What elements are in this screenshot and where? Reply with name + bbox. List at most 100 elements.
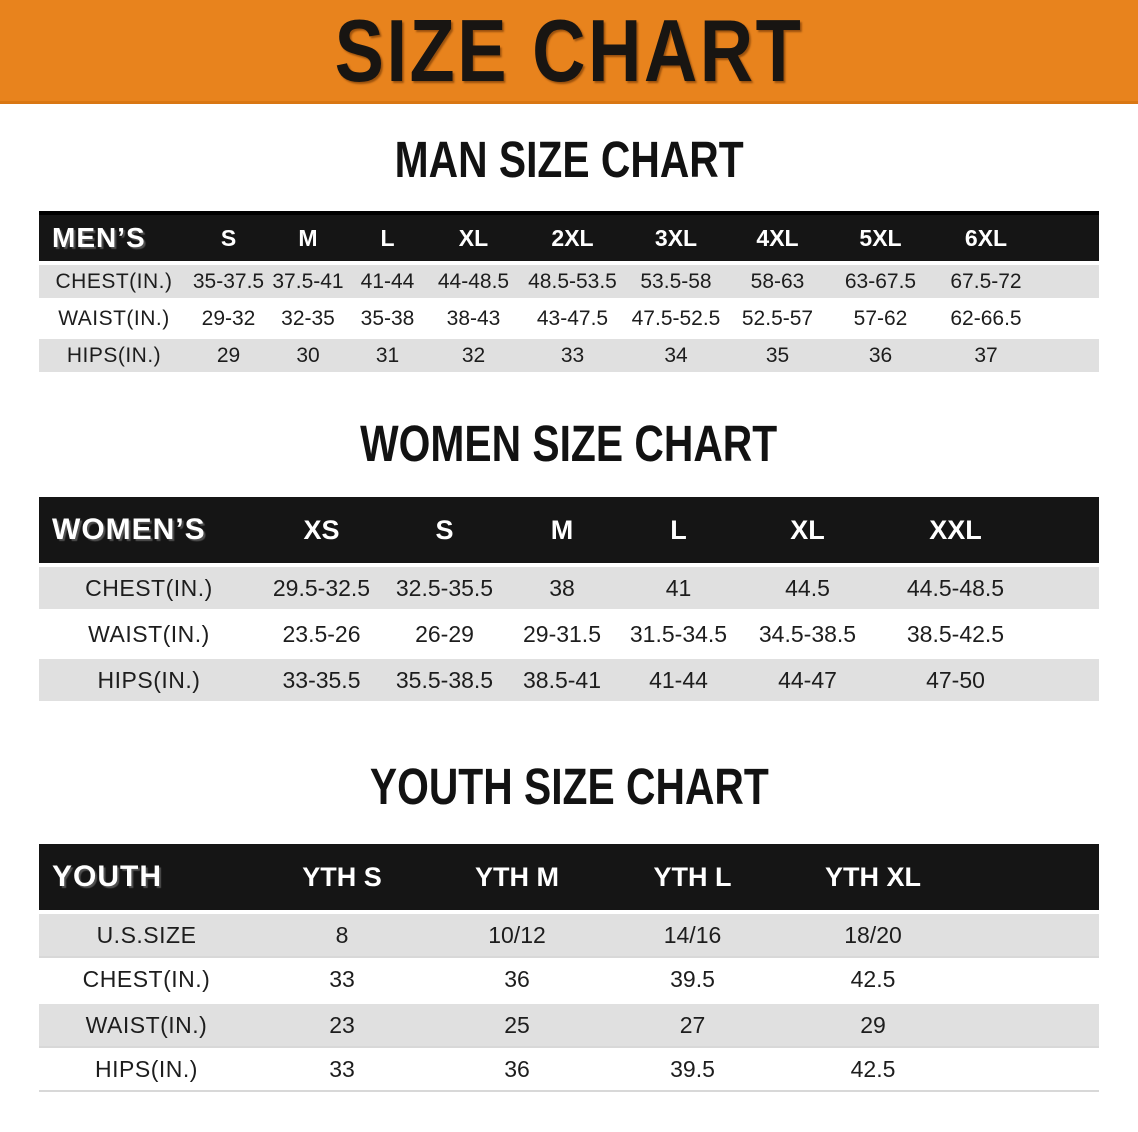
measurement-value: 36 [430,1046,604,1091]
measurement-value: 41-44 [619,655,738,701]
group-label: YOUTH [39,844,254,912]
size-column-header: YTH XL [781,844,965,912]
measurement-value: 33 [520,335,625,372]
measurement-value: 29-31.5 [505,609,619,657]
size-column-header: L [348,213,427,263]
measurement-label: CHEST(IN.) [39,261,189,300]
measurement-value: 23 [254,1000,430,1047]
measurement-value: 8 [254,910,430,957]
table-row: HIPS(IN.) 33 36 39.5 42.5 [39,1046,1099,1091]
measurement-value: 41-44 [348,261,427,300]
size-column-header [965,844,1099,912]
measurement-value: 35-37.5 [189,261,268,300]
measurement-value: 10/12 [430,910,604,957]
measurement-value: 32 [427,335,520,372]
disclaimer-line-1: Please refer to our size chart before or… [40,1122,1060,1132]
table-row: HIPS(IN.) 29 30 31 32 33 34 35 36 37 [39,335,1099,372]
size-column-header: XL [738,497,877,565]
size-column-header: 3XL [625,213,727,263]
men-section-title: MAN SIZE CHART [0,130,1138,189]
measurement-value: 33 [254,1046,430,1091]
measurement-value: 52.5-57 [727,298,828,337]
measurement-value: 42.5 [781,956,965,1002]
size-column-header: S [384,497,505,565]
banner-title: SIZE CHART [334,0,804,100]
measurement-value: 31 [348,335,427,372]
measurement-label: U.S.SIZE [39,910,254,957]
measurement-value: 35-38 [348,298,427,337]
measurement-value: 35 [727,335,828,372]
measurement-value: 57-62 [828,298,933,337]
size-column-header: M [268,213,348,263]
measurement-value: 44-47 [738,655,877,701]
measurement-label: HIPS(IN.) [39,655,259,701]
measurement-value: 42.5 [781,1046,965,1091]
size-column-header [1039,213,1099,263]
measurement-value: 30 [268,335,348,372]
size-chart-banner: SIZE CHART [0,0,1138,104]
table-row: WAIST(IN.) 23 25 27 29 [39,1000,1099,1047]
group-label: WOMEN’S [39,497,259,565]
header-row: MEN’S S M L XL 2XL 3XL 4XL 5XL 6XL [39,213,1099,263]
measurement-value: 53.5-58 [625,261,727,300]
measurement-value [1039,335,1099,372]
measurement-value: 38.5-41 [505,655,619,701]
measurement-value: 37.5-41 [268,261,348,300]
measurement-value: 29.5-32.5 [259,563,384,611]
measurement-value [965,956,1099,1002]
men-size-table: MEN’S S M L XL 2XL 3XL 4XL 5XL 6XL CHEST(IN.) 35-37… [39,211,1099,372]
measurement-value: 44-48.5 [427,261,520,300]
measurement-value: 44.5-48.5 [877,563,1034,611]
measurement-label: CHEST(IN.) [39,563,259,611]
table-row: CHEST(IN.) 33 36 39.5 42.5 [39,956,1099,1002]
measurement-value: 35.5-38.5 [384,655,505,701]
measurement-value: 48.5-53.5 [520,261,625,300]
measurement-value: 36 [828,335,933,372]
measurement-value: 58-63 [727,261,828,300]
measurement-value: 18/20 [781,910,965,957]
measurement-value [965,910,1099,957]
size-column-header: XL [427,213,520,263]
measurement-value [1034,609,1099,657]
size-column-header: 5XL [828,213,933,263]
measurement-value [1034,563,1099,611]
measurement-value: 41 [619,563,738,611]
measurement-value [1034,655,1099,701]
measurement-label: WAIST(IN.) [39,609,259,657]
size-column-header [1034,497,1099,565]
measurement-value: 23.5-26 [259,609,384,657]
women-section-title-text: WOMEN SIZE CHART [360,415,778,472]
measurement-value: 29 [781,1000,965,1047]
measurement-value [1039,298,1099,337]
measurement-value: 27 [604,1000,781,1047]
measurement-value: 31.5-34.5 [619,609,738,657]
table-row: HIPS(IN.) 33-35.5 35.5-38.5 38.5-41 41-44 44-… [39,655,1099,701]
table-row: WAIST(IN.) 23.5-26 26-29 29-31.5 31.5-34.5 34… [39,609,1099,657]
measurement-value: 32-35 [268,298,348,337]
table-row: CHEST(IN.) 35-37.5 37.5-41 41-44 44-48.5 48.5… [39,261,1099,300]
measurement-value: 47.5-52.5 [625,298,727,337]
measurement-value: 26-29 [384,609,505,657]
size-column-header: S [189,213,268,263]
youth-size-table: YOUTH YTH S YTH M YTH L YTH XL U.S.SIZE 8 10/12… [39,844,1099,1092]
size-column-header: 6XL [933,213,1039,263]
measurement-value: 44.5 [738,563,877,611]
table-row: WAIST(IN.) 29-32 32-35 35-38 38-43 43-47.5 47.… [39,298,1099,337]
measurement-value: 43-47.5 [520,298,625,337]
table-row: U.S.SIZE 8 10/12 14/16 18/20 [39,910,1099,957]
order-disclaimer: Please refer to our size chart before or… [40,1122,1138,1132]
measurement-label: WAIST(IN.) [39,1000,254,1047]
measurement-value: 34 [625,335,727,372]
measurement-label: HIPS(IN.) [39,335,189,372]
women-section-title: WOMEN SIZE CHART [0,414,1138,473]
size-column-header: M [505,497,619,565]
youth-section-title: YOUTH SIZE CHART [0,757,1138,816]
measurement-value: 37 [933,335,1039,372]
measurement-value: 67.5-72 [933,261,1039,300]
table-row: CHEST(IN.) 29.5-32.5 32.5-35.5 38 41 44.5 44.5… [39,563,1099,611]
measurement-value: 47-50 [877,655,1034,701]
group-label: MEN’S [39,213,189,263]
measurement-value: 34.5-38.5 [738,609,877,657]
measurement-value: 29-32 [189,298,268,337]
measurement-label: WAIST(IN.) [39,298,189,337]
